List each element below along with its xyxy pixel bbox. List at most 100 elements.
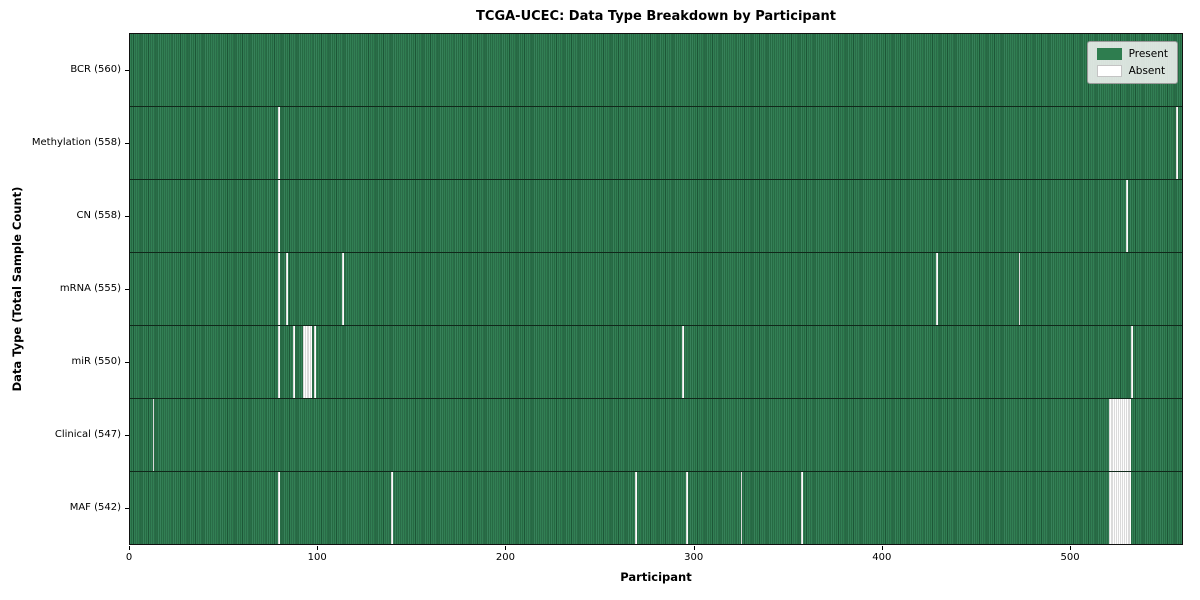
absent-stripe bbox=[278, 472, 281, 544]
absent-stripe bbox=[285, 253, 288, 325]
x-axis-label: Participant bbox=[620, 570, 692, 584]
y-tick-methylation: Methylation (558) bbox=[0, 137, 129, 148]
absent-stripe bbox=[1176, 107, 1179, 179]
absent-stripe bbox=[1018, 253, 1021, 325]
heatmap-row-clinical bbox=[130, 399, 1182, 472]
x-tick-mark bbox=[317, 546, 319, 550]
y-tick-maf: MAF (542) bbox=[0, 502, 129, 513]
x-tick-label: 0 bbox=[125, 552, 133, 563]
x-tick-label: 500 bbox=[1060, 552, 1080, 563]
x-tick-label: 200 bbox=[495, 552, 515, 563]
x-tick-mark bbox=[881, 546, 883, 550]
y-tick-mark bbox=[125, 215, 129, 217]
absent-stripe bbox=[1116, 399, 1119, 471]
y-tick-mark bbox=[125, 289, 129, 290]
absent-stripe bbox=[342, 253, 345, 325]
x-tick-mark bbox=[1070, 546, 1072, 550]
absent-stripe bbox=[740, 472, 743, 544]
absent-stripe bbox=[1108, 472, 1111, 544]
absent-stripe bbox=[1116, 472, 1119, 544]
absent-stripe bbox=[1129, 472, 1132, 544]
absent-stripe bbox=[1120, 472, 1122, 544]
legend-label: Absent bbox=[1128, 65, 1166, 77]
absent-stripe bbox=[682, 326, 685, 398]
legend-item-absent: Absent bbox=[1096, 65, 1168, 77]
absent-stripe bbox=[293, 326, 296, 398]
absent-stripe bbox=[1118, 472, 1120, 544]
absent-stripe bbox=[1123, 472, 1126, 544]
absent-stripe bbox=[1131, 326, 1134, 398]
heatmap-row-mrna bbox=[130, 253, 1182, 326]
absent-stripe bbox=[306, 326, 309, 398]
absent-stripe bbox=[1108, 399, 1111, 471]
heatmap-row-bcr bbox=[130, 34, 1182, 107]
heatmap-row-methylation bbox=[130, 107, 1182, 180]
absent-stripe bbox=[1125, 472, 1128, 544]
absent-stripe bbox=[278, 180, 281, 252]
absent-stripe bbox=[278, 253, 281, 325]
absent-stripe bbox=[1125, 180, 1128, 252]
legend: Present Absent bbox=[1086, 41, 1178, 84]
legend-swatch-absent bbox=[1096, 65, 1122, 77]
y-tick-bcr: BCR (560) bbox=[0, 64, 129, 75]
absent-stripe bbox=[1127, 399, 1130, 471]
y-tick-clinical: Clinical (547) bbox=[0, 429, 129, 440]
absent-stripe bbox=[935, 253, 938, 325]
y-tick-label: miR (550) bbox=[71, 356, 121, 368]
heatmap-plot-area bbox=[129, 33, 1183, 545]
legend-item-present: Present bbox=[1096, 48, 1168, 60]
y-tick-mark bbox=[125, 508, 129, 510]
x-tick-label: 300 bbox=[684, 552, 704, 563]
x-tick-label: 100 bbox=[307, 552, 327, 563]
legend-swatch-present bbox=[1096, 48, 1122, 60]
absent-stripe bbox=[278, 107, 281, 179]
absent-stripe bbox=[302, 326, 305, 398]
absent-stripe bbox=[304, 326, 307, 398]
absent-stripe bbox=[1121, 399, 1124, 471]
y-tick-label: Clinical (547) bbox=[54, 429, 121, 441]
absent-stripe bbox=[391, 472, 393, 544]
y-tick-label: BCR (560) bbox=[70, 63, 121, 75]
x-tick-mark bbox=[129, 546, 130, 550]
absent-stripe bbox=[1110, 399, 1113, 471]
y-tick-mark bbox=[125, 142, 129, 144]
y-tick-mark bbox=[125, 435, 129, 437]
absent-stripe bbox=[800, 472, 803, 544]
absent-stripe bbox=[1127, 472, 1130, 544]
legend-label: Present bbox=[1128, 48, 1168, 60]
y-tick-label: CN (558) bbox=[76, 209, 121, 221]
absent-stripe bbox=[152, 399, 155, 471]
absent-stripe bbox=[1114, 399, 1117, 471]
y-tick-mir: miR (550) bbox=[0, 356, 129, 367]
absent-stripe bbox=[1121, 472, 1124, 544]
absent-stripe bbox=[1118, 399, 1120, 471]
absent-stripe bbox=[310, 326, 313, 398]
x-tick-mark bbox=[505, 546, 507, 550]
absent-stripe bbox=[1123, 399, 1126, 471]
y-tick-label: Methylation (558) bbox=[31, 136, 121, 148]
absent-stripe bbox=[1120, 399, 1122, 471]
y-tick-label: MAF (542) bbox=[69, 502, 121, 514]
absent-stripe bbox=[1129, 399, 1132, 471]
absent-stripe bbox=[1125, 399, 1128, 471]
absent-stripe bbox=[686, 472, 688, 544]
absent-stripe bbox=[635, 472, 638, 544]
absent-stripe bbox=[314, 326, 316, 398]
absent-stripe bbox=[1114, 472, 1117, 544]
absent-stripe bbox=[1112, 472, 1115, 544]
absent-stripe bbox=[1110, 472, 1113, 544]
y-tick-mrna: mRNA (555) bbox=[0, 283, 129, 294]
y-tick-label: mRNA (555) bbox=[59, 283, 121, 294]
heatmap-row-mir bbox=[130, 326, 1182, 399]
x-tick-mark bbox=[693, 546, 695, 550]
x-tick-label: 400 bbox=[872, 552, 892, 563]
y-tick-mark bbox=[125, 362, 129, 364]
y-tick-cn: CN (558) bbox=[0, 210, 129, 221]
absent-stripe bbox=[308, 326, 311, 398]
absent-stripe bbox=[1112, 399, 1115, 471]
chart-title: TCGA-UCEC: Data Type Breakdown by Partic… bbox=[476, 9, 836, 24]
heatmap-row-maf bbox=[130, 472, 1182, 544]
heatmap-row-cn bbox=[130, 180, 1182, 253]
y-tick-mark bbox=[125, 69, 129, 71]
